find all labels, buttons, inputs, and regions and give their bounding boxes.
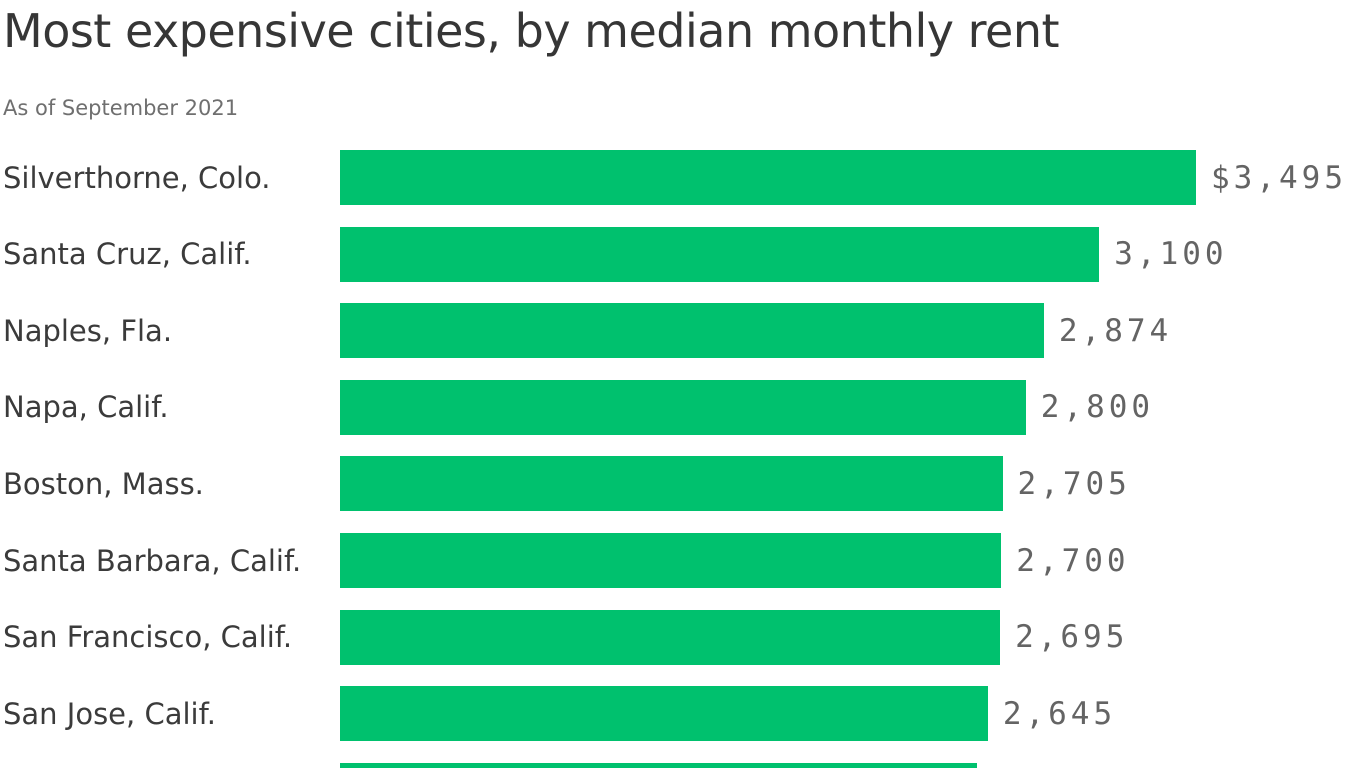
bar [340, 456, 1003, 512]
chart-row: San Jose, Calif. 2,645 [0, 686, 1366, 742]
bar [340, 609, 1001, 665]
value-label: 2,695 [1015, 619, 1129, 656]
value-label: 2,645 [1002, 695, 1117, 732]
bar [340, 150, 1196, 205]
bar [340, 303, 1044, 359]
category-label: Santa Barbara, Calif. [3, 543, 302, 578]
value-label: 3,100 [1114, 236, 1228, 273]
chart-row: Boston, Mass. 2,705 [0, 456, 1366, 512]
value-label: 2,874 [1058, 312, 1173, 349]
category-label: Napa, Calif. [3, 390, 169, 425]
value-label: $3,495 [1211, 159, 1347, 196]
category-label: Silverthorne, Colo. [3, 160, 271, 195]
category-label: San Francisco, Calif. [3, 620, 293, 655]
category-label: San Jose, Calif. [3, 696, 216, 731]
category-label: Boston, Mass. [3, 466, 204, 501]
chart-row: Silverthorne, Colo. $3,495 [0, 150, 1366, 205]
bar [340, 533, 1002, 588]
chart-subtitle: As of September 2021 [3, 96, 239, 120]
chart-row: Napa, Calif. 2,800 [0, 379, 1366, 435]
chart-title: Most expensive cities, by median monthly… [3, 4, 1060, 58]
bar [340, 379, 1026, 435]
chart-row: Santa Barbara, Calif. 2,700 [0, 533, 1366, 588]
chart-row: Naples, Fla. 2,874 [0, 303, 1366, 359]
bar [340, 762, 977, 768]
category-label: Naples, Fla. [3, 313, 173, 348]
chart-row: San Francisco, Calif. 2,695 [0, 609, 1366, 665]
category-label: Santa Cruz, Calif. [3, 237, 252, 272]
bar [340, 686, 988, 742]
value-label: 2,800 [1040, 389, 1155, 426]
value-label: 2,705 [1017, 465, 1131, 502]
chart-row [0, 762, 1366, 768]
bar [340, 226, 1100, 282]
value-label: 2,700 [1016, 542, 1130, 579]
chart-row: Santa Cruz, Calif. 3,100 [0, 226, 1366, 282]
